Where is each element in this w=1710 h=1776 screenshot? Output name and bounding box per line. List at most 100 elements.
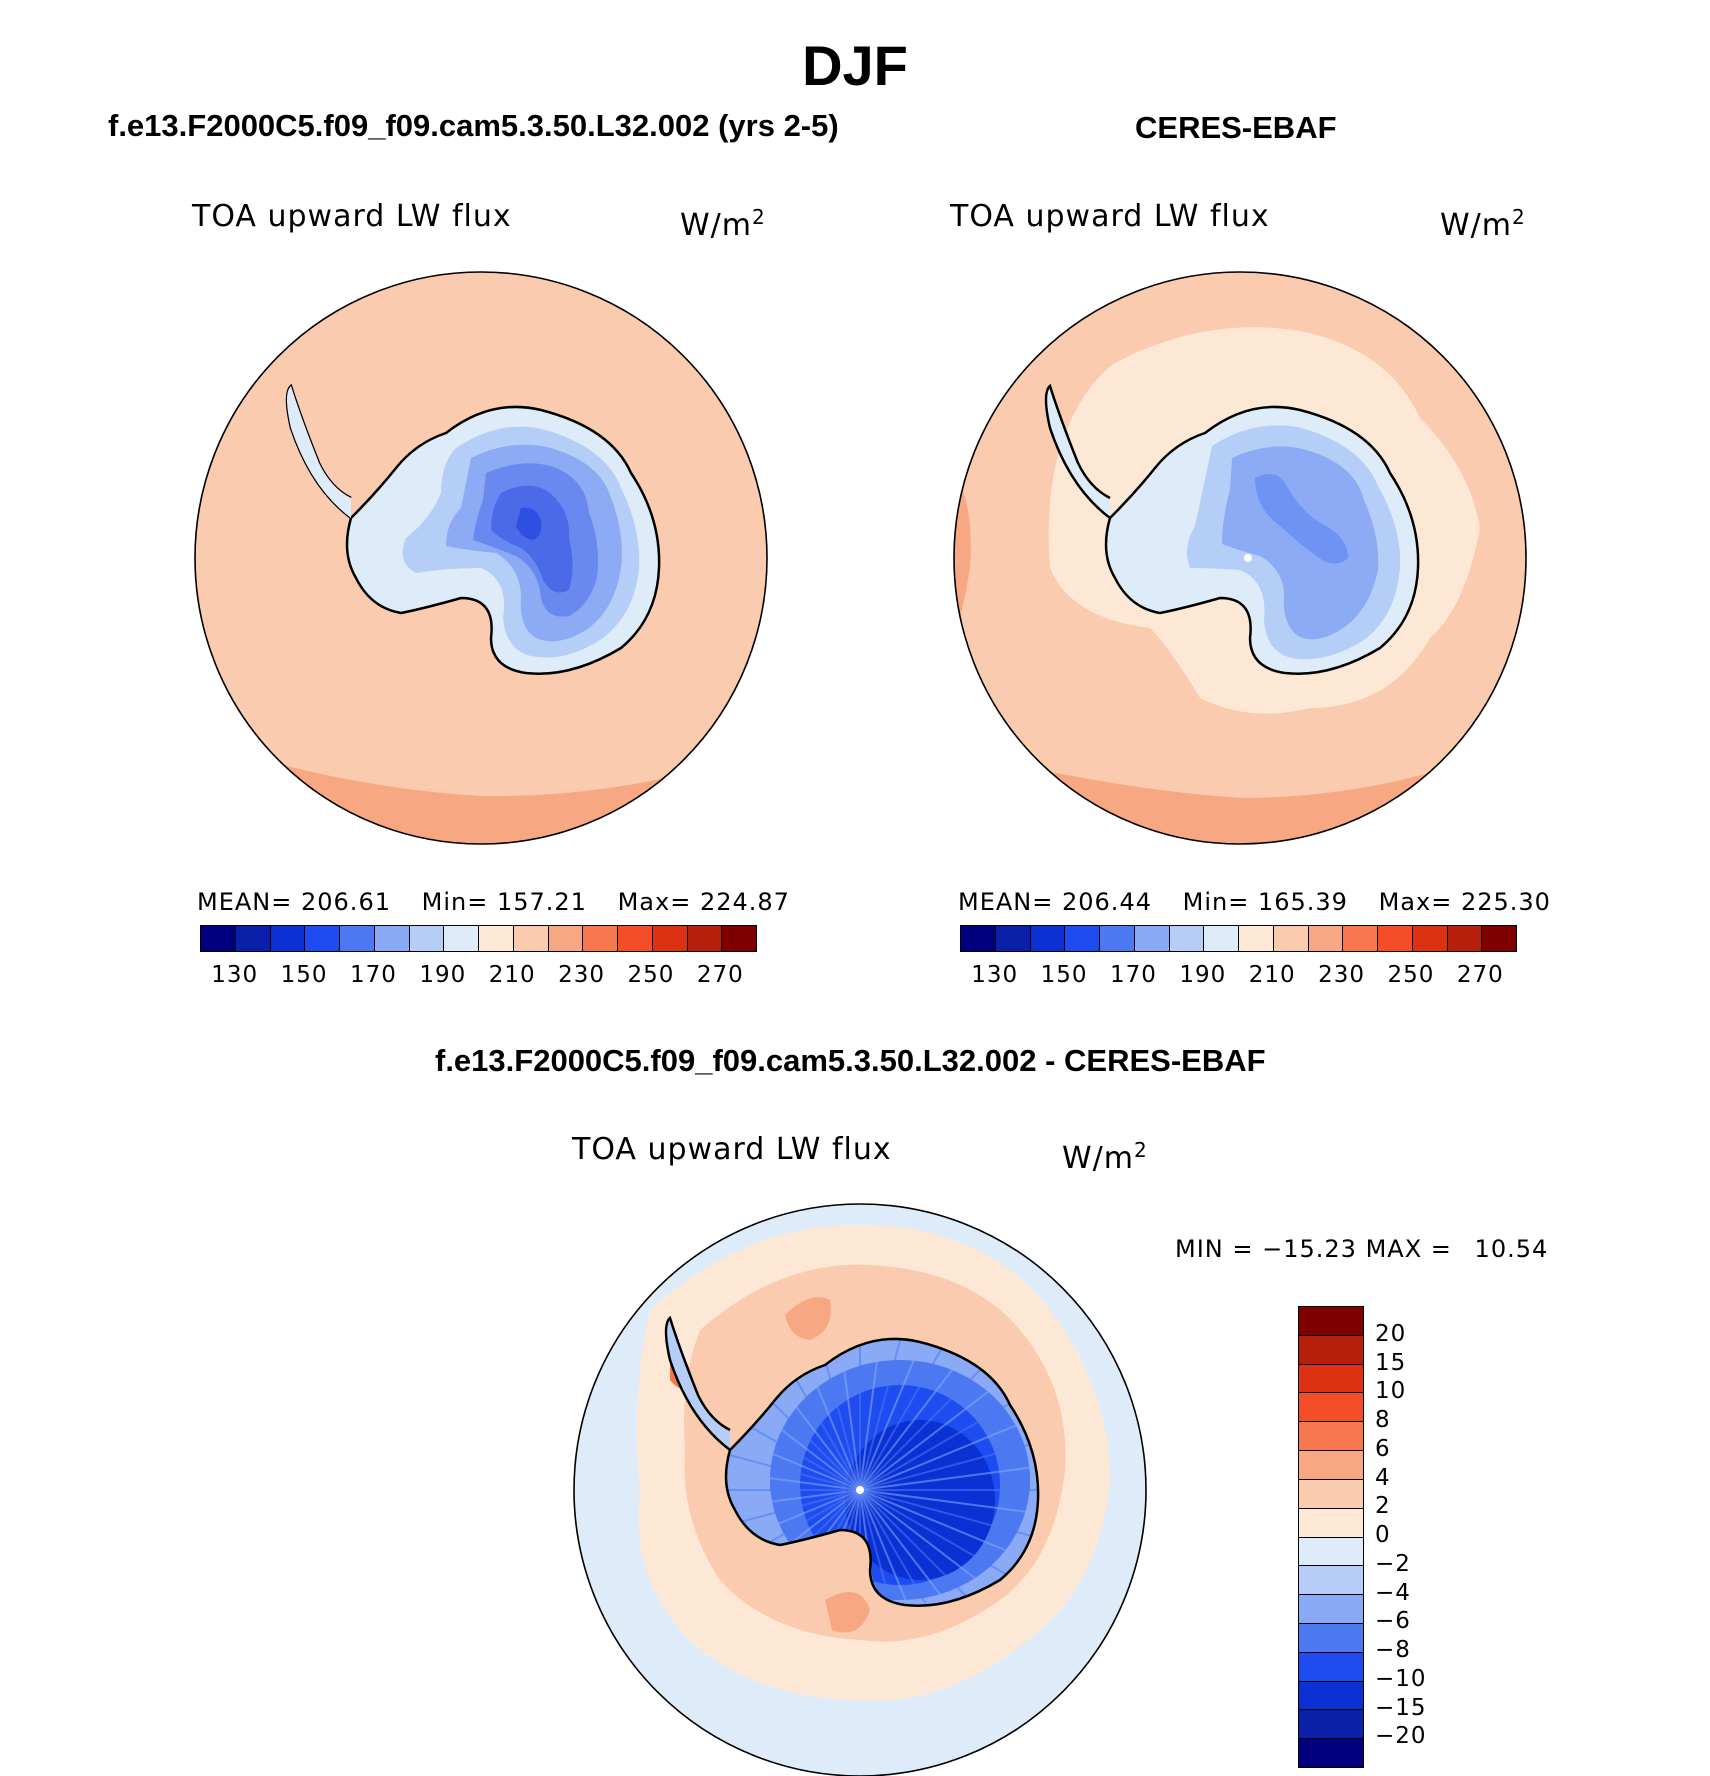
south-pole-dot <box>856 1486 864 1494</box>
variable-label-diff: TOA upward LW flux <box>572 1132 892 1167</box>
streak-line <box>859 1489 938 1606</box>
colorbar-obs-tick-label: 230 <box>1318 962 1366 988</box>
stats-diff: MIN = −15.23 MAX = 10.54 <box>1175 1235 1549 1263</box>
stats-obs: MEAN= 206.44 Min= 165.39 Max= 225.30 <box>958 888 1551 916</box>
colorbar-obs-swatch <box>1100 926 1135 951</box>
colorbar-obs-tick-label: 190 <box>1179 962 1227 988</box>
streak-line <box>726 1489 861 1518</box>
streak-line <box>807 1338 861 1491</box>
streak-line <box>726 1489 861 1591</box>
polar-map-obs <box>953 271 1527 845</box>
streak-line <box>859 1338 888 1491</box>
colorbar-obs <box>960 925 1517 952</box>
streak-line <box>859 1347 1003 1491</box>
colorbar-diff-swatch <box>1299 1392 1363 1422</box>
main-title: DJF <box>802 34 908 97</box>
streak-line <box>859 1338 913 1491</box>
variable-label-obs: TOA upward LW flux <box>950 199 1270 234</box>
colorbar-obs-swatch <box>1204 926 1239 951</box>
peninsula-land <box>287 386 351 518</box>
colorbar-diff-swatch <box>1299 1738 1363 1767</box>
colorbar-model-tick-label: 170 <box>349 962 397 988</box>
colorbar-diff-tick-label: −2 <box>1375 1550 1411 1577</box>
colorbar-diff-tick-label: 4 <box>1375 1464 1391 1491</box>
positive-patch <box>825 1592 870 1633</box>
colorbar-model-swatch <box>305 926 340 951</box>
colorbar-diff-tick-label: 6 <box>1375 1435 1391 1462</box>
polar-map-model <box>194 271 768 845</box>
colorbar-diff-tick-label: 20 <box>1375 1320 1407 1347</box>
colorbar-diff-swatch <box>1299 1421 1363 1451</box>
streak-line <box>859 1338 938 1491</box>
colorbar-diff-swatch <box>1299 1450 1363 1479</box>
colorbar-model-tick-label: 230 <box>558 962 606 988</box>
colorbar-obs-swatch <box>995 926 1031 951</box>
colorbar-diff-tick-label: −15 <box>1375 1694 1427 1721</box>
coastline <box>1044 383 1420 675</box>
streak-line <box>859 1489 1034 1591</box>
streak-line <box>859 1489 913 1606</box>
colorbar-model-tick-label: 190 <box>419 962 467 988</box>
colorbar-obs-swatch <box>1273 926 1309 951</box>
unit-label-diff: W/m2 <box>1062 1138 1148 1176</box>
colorbar-model-swatch <box>235 926 271 951</box>
streak-line <box>782 1338 861 1491</box>
streak-line <box>859 1489 961 1606</box>
streak-line <box>859 1367 1020 1491</box>
colorbar-diff-tick-label: −8 <box>1375 1637 1411 1663</box>
colorbar-diff-swatch <box>1299 1334 1363 1364</box>
colorbar-model-swatch <box>340 926 375 951</box>
colorbar-model-swatch <box>652 926 688 951</box>
colorbar-model-swatch <box>618 926 653 951</box>
colorbar-diff-swatch <box>1299 1507 1363 1537</box>
colorbar-obs-swatch <box>1065 926 1100 951</box>
panel-title-model: f.e13.F2000C5.f09_f09.cam5.3.50.L32.002 … <box>108 108 839 143</box>
colorbar-obs-swatch <box>1239 926 1274 951</box>
colorbar-obs-swatch <box>1030 926 1066 951</box>
colorbar-model-swatch <box>444 926 479 951</box>
colorbar-diff-swatch <box>1299 1594 1363 1623</box>
colorbar-model-swatch <box>513 926 549 951</box>
colorbar-model-swatch <box>409 926 445 951</box>
colorbar-model-swatch <box>583 926 618 951</box>
streak-line <box>859 1437 1039 1491</box>
colorbar-diff-tick-label: 15 <box>1375 1349 1407 1376</box>
streak-line <box>859 1462 1039 1491</box>
antarctica-level-4 <box>1255 474 1348 564</box>
colorbar-obs-swatch <box>1378 926 1413 951</box>
colorbar-obs-swatch <box>1134 926 1170 951</box>
antarctica-core <box>516 507 542 540</box>
colorbar-diff-tick-label: −10 <box>1375 1665 1427 1692</box>
streak-line <box>859 1489 1039 1518</box>
streak-line <box>726 1389 861 1491</box>
south-pole-dot <box>1244 554 1252 562</box>
colorbar-diff-swatch <box>1299 1680 1363 1710</box>
peninsula-land <box>1046 386 1110 518</box>
colorbar-model-tick-label: 130 <box>211 962 259 988</box>
colorbar-diff-swatch <box>1299 1363 1363 1393</box>
colorbar-obs-tick-label: 270 <box>1456 962 1504 988</box>
streak-line <box>859 1389 1034 1491</box>
colorbar-diff-tick-label: 0 <box>1375 1522 1391 1548</box>
colorbar-obs-tick-label: 150 <box>1040 962 1088 988</box>
streak-line <box>726 1412 861 1491</box>
colorbar-model-swatch <box>722 926 756 951</box>
colorbar-model-swatch <box>548 926 584 951</box>
colorbar-ticks-diff: −20 −15 −10 −8 −6 −4 −2 0 2 4 6 8 10 15 20 <box>1375 1306 1495 1766</box>
streak-line <box>859 1489 1039 1543</box>
colorbar-obs-swatch <box>961 926 996 951</box>
panel-title-obs: CERES-EBAF <box>1135 110 1337 145</box>
colorbar-model <box>200 925 757 952</box>
colorbar-obs-swatch <box>1412 926 1448 951</box>
colorbar-model-swatch <box>270 926 306 951</box>
colorbar-model-swatch <box>479 926 514 951</box>
streak-line <box>726 1462 861 1491</box>
colorbar-diff-swatch <box>1299 1307 1363 1335</box>
colorbar-diff-swatch <box>1299 1622 1363 1652</box>
colorbar-diff-tick-label: −4 <box>1375 1579 1411 1606</box>
polar-map-diff <box>573 1203 1147 1776</box>
colorbar-model-tick-label: 250 <box>627 962 675 988</box>
streak-line <box>859 1489 983 1606</box>
colorbar-diff-tick-label: −20 <box>1375 1723 1427 1750</box>
colorbar-diff-tick-label: 10 <box>1375 1378 1407 1405</box>
